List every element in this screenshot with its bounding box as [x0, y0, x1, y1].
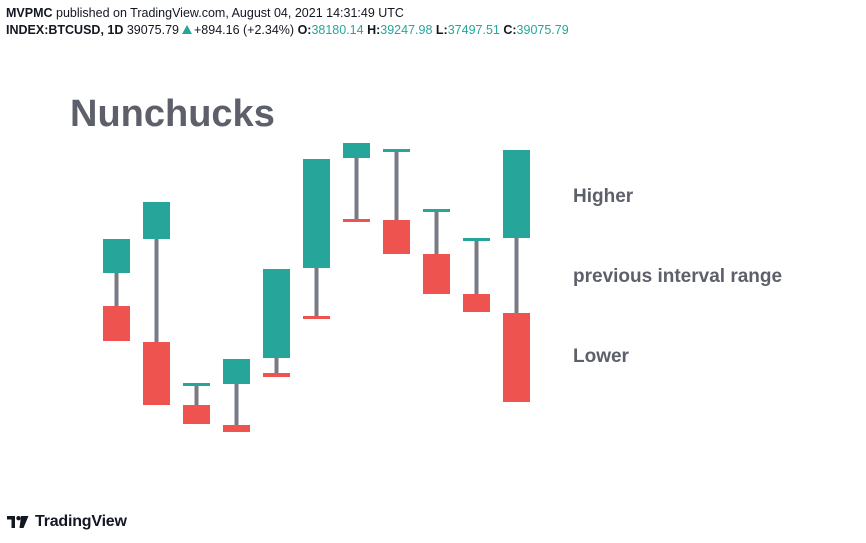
candle-5-lower-box [263, 373, 290, 377]
candle-wick-10 [474, 241, 479, 294]
candle-1-lower-box [103, 306, 130, 341]
open-label: O: [297, 23, 312, 37]
candle-7-lower-box [343, 219, 370, 222]
publish-text: published on TradingView.com, August 04,… [56, 6, 404, 20]
low-value: 37497.51 [447, 23, 500, 37]
candle-9-lower-box [423, 254, 450, 294]
tradingview-brand[interactable]: TradingView [35, 513, 127, 530]
candle-8-upper-box [383, 149, 410, 152]
publish-info: MVPMC published on TradingView.com, Augu… [6, 5, 569, 22]
annotation-range: previous interval range [573, 266, 782, 287]
footer: TradingView [7, 513, 127, 531]
candle-wick-2 [154, 239, 159, 342]
candle-2-upper-box [143, 202, 170, 239]
symbol-label: INDEX:BTCUSD, 1D [6, 23, 124, 37]
candle-10-lower-box [463, 294, 490, 312]
candle-wick-5 [274, 358, 279, 373]
candle-wick-8 [394, 152, 399, 220]
annotation-lower: Lower [573, 346, 630, 367]
candle-10-upper-box [463, 238, 490, 241]
candle-wick-4 [234, 384, 239, 425]
candle-wick-9 [434, 212, 439, 254]
candle-wick-11 [514, 238, 519, 313]
candle-2-lower-box [143, 342, 170, 405]
price-value: 39075.79 [126, 23, 179, 37]
candle-9-upper-box [423, 209, 450, 212]
candle-5-upper-box [263, 269, 290, 358]
candle-4-lower-box [223, 425, 250, 432]
high-label: H: [367, 23, 381, 37]
open-value: 38180.14 [311, 23, 364, 37]
candle-4-upper-box [223, 359, 250, 384]
chart-header: MVPMC published on TradingView.com, Augu… [6, 5, 569, 39]
annotation-higher: Higher [573, 186, 634, 207]
candle-wick-7 [354, 158, 359, 219]
low-label: L: [435, 23, 448, 37]
ohlc-legend: INDEX:BTCUSD, 1D 39075.79 +894.16 (+2.34%… [6, 22, 569, 39]
candle-3-upper-box [183, 383, 210, 386]
candle-3-lower-box [183, 405, 210, 424]
author-name[interactable]: MVPMC [6, 6, 53, 20]
candle-6-lower-box [303, 316, 330, 319]
candle-wick-3 [194, 386, 199, 405]
close-label: C: [503, 23, 517, 37]
candle-6-upper-box [303, 159, 330, 268]
chart-title: Nunchucks [70, 93, 275, 135]
price-change: +894.16 (+2.34%) [194, 23, 295, 37]
candle-11-upper-box [503, 150, 530, 238]
candles-group [103, 143, 530, 432]
close-value: 39075.79 [516, 23, 569, 37]
tradingview-logo-icon[interactable] [7, 515, 29, 529]
candle-8-lower-box [383, 220, 410, 254]
high-value: 39247.98 [380, 23, 433, 37]
candle-wick-1 [114, 273, 119, 306]
candle-wick-6 [314, 268, 319, 316]
up-triangle-icon [182, 25, 192, 34]
candle-11-lower-box [503, 313, 530, 402]
candle-1-upper-box [103, 239, 130, 273]
candle-7-upper-box [343, 143, 370, 158]
